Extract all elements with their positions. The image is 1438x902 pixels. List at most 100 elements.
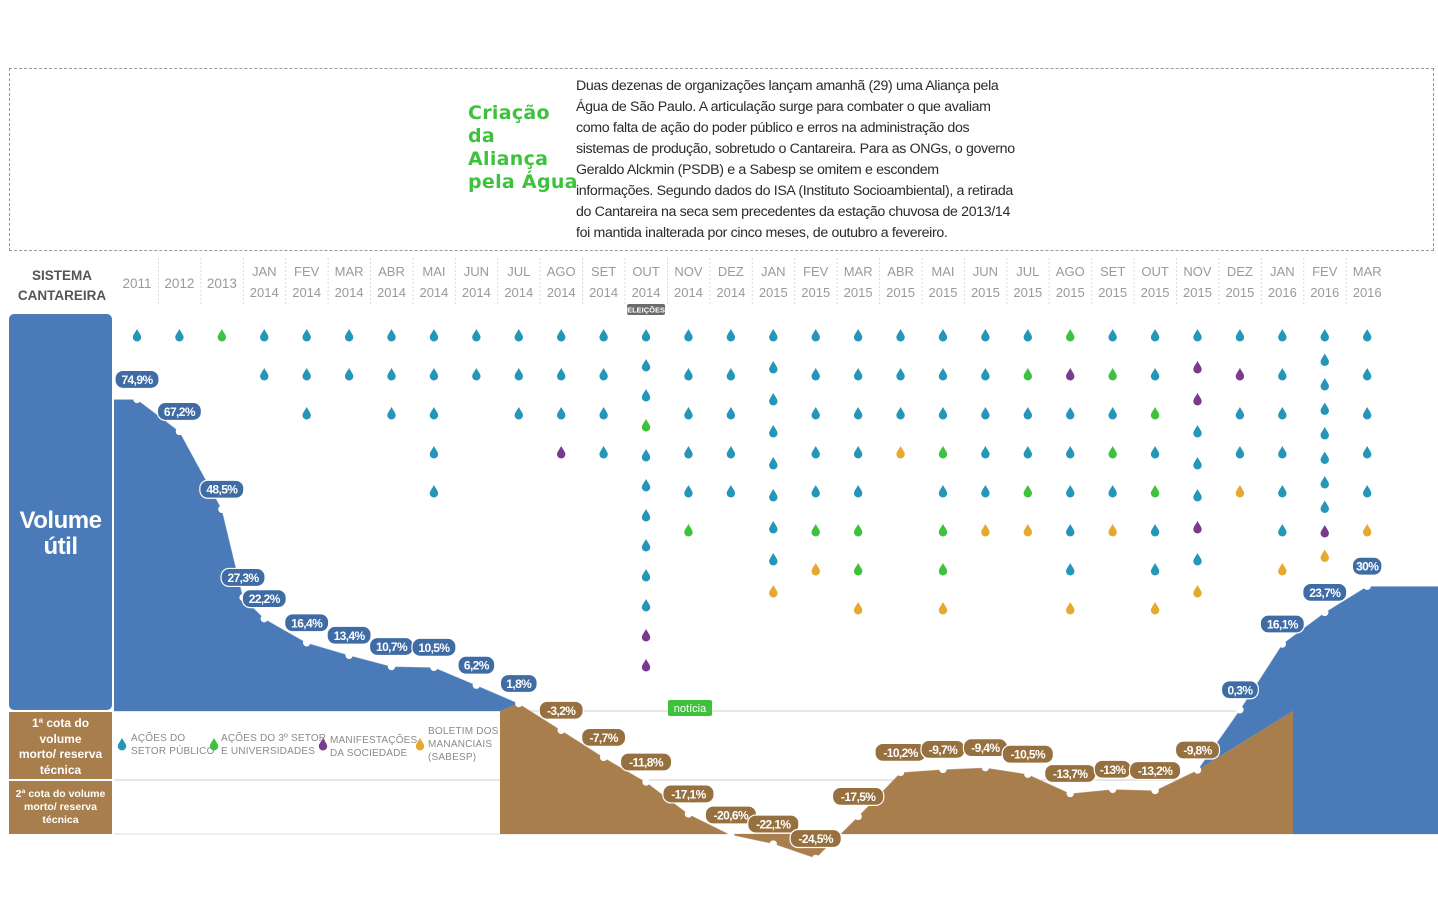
data-point (1236, 706, 1244, 714)
system-title: SISTEMA CANTAREIRA (17, 268, 107, 303)
event-drop-icon (1193, 489, 1202, 502)
x-tick-year: 2014 (292, 285, 321, 300)
x-tick-month: MAI (931, 264, 954, 279)
data-point (387, 662, 396, 671)
x-tick-month: ABR (378, 264, 405, 279)
x-tick-month: OUT (632, 264, 660, 279)
event-drop-icon (811, 446, 820, 459)
x-tick-year: 2013 (207, 276, 237, 291)
data-label-bg (831, 786, 885, 806)
event-drop-icon (344, 329, 354, 342)
event-drop-icon (599, 368, 608, 381)
event-drop-icon (726, 329, 736, 342)
legend-boletim: BOLETIM DOS MANANCIAIS (SABESP) (428, 726, 499, 763)
event-drop-icon (981, 368, 990, 381)
event-drop-icon (429, 407, 439, 420)
data-label-bg (1302, 582, 1348, 603)
callout-text: Duas dezenas de organizações lançam aman… (576, 78, 1015, 241)
data-label: -13,2% (1138, 764, 1173, 778)
data-label-bg (241, 589, 287, 609)
event-drop-icon (641, 569, 651, 582)
event-drop-icon (1108, 407, 1117, 420)
event-drop-icon (853, 563, 863, 576)
event-drop-icon (1278, 329, 1287, 342)
event-drop-icon (1150, 407, 1160, 420)
x-tick-year: 2015 (1183, 285, 1212, 300)
event-drop-icon (429, 368, 439, 381)
x-tick-month: JAN (1270, 264, 1295, 279)
event-drop-icon (557, 368, 566, 381)
event-drop-icon (769, 361, 778, 374)
cota2-panel (9, 781, 112, 834)
event-drop-icon (387, 329, 396, 342)
data-label: -9,8% (1183, 743, 1212, 757)
event-drop-icon (684, 524, 693, 537)
recovery-area (1197, 586, 1438, 834)
event-drop-icon (981, 485, 990, 498)
x-tick-year: 2014 (462, 285, 491, 300)
event-drop-icon (514, 368, 523, 381)
event-drop-icon (811, 407, 820, 420)
x-tick-month: FEV (294, 264, 320, 279)
event-drop-icon (1066, 563, 1075, 576)
event-drop-icon (1193, 457, 1202, 470)
x-tick-month: AGO (1056, 264, 1085, 279)
event-drop-icon (429, 446, 439, 459)
data-label: 30% (1356, 560, 1379, 574)
event-drop-icon (1193, 553, 1202, 566)
data-label-bg (284, 613, 330, 633)
x-tick-year: 2015 (759, 285, 788, 300)
event-drop-icon (938, 329, 948, 342)
x-tick-year: 2012 (164, 276, 194, 291)
x-tick-month: JUN (973, 264, 998, 279)
legend-drop-icon (415, 738, 425, 751)
event-drop-icon (641, 659, 651, 672)
x-tick-month: SET (1100, 264, 1125, 279)
event-drop-icon (514, 329, 523, 342)
event-drop-icon (853, 329, 863, 342)
event-drop-icon (726, 446, 736, 459)
event-drop-icon (429, 329, 439, 342)
data-label-bg (411, 637, 457, 657)
x-tick-year: 2016 (1268, 285, 1297, 300)
data-label-bg (114, 369, 160, 390)
data-label: 6,2% (464, 659, 490, 673)
x-tick-month: JUN (464, 264, 489, 279)
event-drop-icon (981, 524, 990, 537)
data-point (1066, 789, 1074, 798)
legend-drop-icon (318, 738, 328, 751)
event-drop-icon (472, 329, 481, 342)
event-drop-icon (1320, 476, 1329, 489)
data-label-bg (538, 700, 584, 720)
event-drop-icon (1235, 368, 1245, 381)
event-drop-icon (853, 407, 863, 420)
event-drop-icon (1066, 524, 1075, 537)
event-drop-icon (557, 446, 566, 459)
event-drop-icon (344, 368, 354, 381)
data-point (472, 681, 481, 689)
x-tick-month: NOV (674, 264, 703, 279)
x-tick-year: 2016 (1353, 285, 1382, 300)
event-drop-icon (302, 329, 311, 342)
data-point (557, 726, 565, 734)
x-tick-month: JAN (252, 264, 277, 279)
data-label-bg (619, 752, 673, 772)
data-point (260, 614, 268, 623)
data-label-bg (1351, 556, 1383, 576)
event-drop-icon (896, 446, 905, 459)
event-drop-icon (853, 368, 863, 381)
deficit-area (500, 703, 1293, 859)
x-tick-year: 2016 (1310, 285, 1339, 300)
event-drop-icon (769, 425, 778, 438)
event-drop-icon (938, 563, 948, 576)
event-drop-icon (726, 368, 736, 381)
event-drop-icon (1150, 368, 1160, 381)
cota2-label: 2ª cota do volume morto/ reserva técnica (15, 788, 106, 826)
event-drop-icon (1066, 368, 1075, 381)
data-label-bg (1174, 740, 1221, 760)
event-drop-icon (1362, 407, 1372, 420)
data-point (854, 812, 862, 821)
data-label-bg (199, 479, 245, 499)
data-label: 74,9% (121, 373, 153, 387)
